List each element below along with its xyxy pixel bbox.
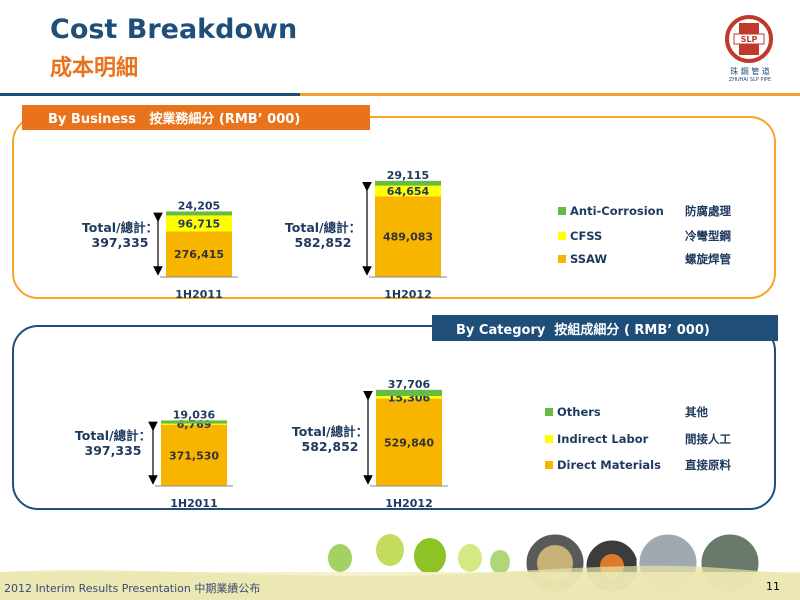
legend-swatch (545, 408, 553, 416)
bar-segment-indirect-labor (161, 423, 227, 425)
legend-label: CFSS (570, 229, 602, 243)
data-label: 19,036 (173, 408, 216, 421)
legend-label-zh: 防腐處理 (685, 204, 731, 218)
page-number: 11 (766, 580, 780, 593)
category-label: 1H2012 (384, 288, 431, 301)
legend-label-zh: 螺旋焊管 (685, 252, 731, 266)
bar-segment-direct-materials (376, 398, 442, 486)
legend-label-zh: 其他 (685, 405, 708, 419)
legend-label: Anti-Corrosion (570, 204, 664, 218)
legend-swatch (558, 255, 566, 263)
bar-segment-indirect-labor (376, 396, 442, 399)
bar-segment-ssaw (166, 231, 232, 277)
legend-swatch (558, 232, 566, 240)
category-label: 1H2011 (175, 288, 222, 301)
legend-swatch (545, 461, 553, 469)
bar-segment-others (376, 389, 442, 397)
data-label: 371,530 (169, 449, 219, 462)
data-label: 96,715 (178, 217, 220, 230)
logo-badge: SLP (741, 35, 758, 44)
bar-segment-anti-corrosion (166, 211, 232, 216)
category-label: 1H2011 (170, 497, 217, 510)
legend-label-zh: 直接原料 (685, 458, 731, 472)
page-subtitle-chinese: 成本明細 (50, 56, 139, 81)
header-rule-orange (300, 93, 800, 96)
total-label: Total/總計： (292, 424, 368, 439)
total-value: 397,335 (85, 443, 142, 458)
total-value: 582,852 (302, 439, 359, 454)
page-title: Cost Breakdown (50, 14, 298, 45)
legend-label-zh: 間接人工 (685, 432, 731, 446)
category-label: 1H2012 (385, 497, 432, 510)
data-label: 276,415 (174, 248, 224, 261)
bar-segment-cfss (375, 185, 441, 197)
legend-label: Others (557, 405, 601, 419)
bar-segment-cfss (166, 215, 232, 232)
total-label: Total/總計： (75, 428, 151, 443)
bar-segment-ssaw (375, 196, 441, 277)
total-value: 397,335 (92, 235, 149, 250)
category-panel (12, 325, 776, 510)
legend-swatch (545, 435, 553, 443)
data-label: 37,706 (388, 378, 431, 391)
bar-segment-anti-corrosion (375, 180, 441, 186)
data-label: 529,840 (384, 436, 434, 449)
total-label: Total/總計： (285, 220, 361, 235)
data-label: 29,115 (387, 169, 429, 182)
legend-label: Indirect Labor (557, 432, 649, 446)
total-value: 582,852 (295, 235, 352, 250)
footer-caption: 2012 Interim Results Presentation 中期業績公布 (4, 582, 261, 595)
bar-segment-direct-materials (161, 424, 227, 486)
footer-decoration (0, 528, 800, 600)
legend-label: SSAW (570, 252, 607, 266)
total-label: Total/總計： (82, 220, 158, 235)
business-section-tag: By Business 按業務細分 (RMB’ 000) (22, 105, 370, 130)
legend-label-zh: 冷彎型鋼 (685, 229, 731, 243)
logo-text-zh: 珠 鋼 管 道 (730, 67, 770, 76)
data-label: 24,205 (178, 199, 220, 212)
data-label: 64,654 (387, 185, 430, 198)
legend-label: Direct Materials (557, 458, 661, 472)
logo-caption: 珠 鋼 管 道 ZHUHAI SLP PIPE (712, 66, 788, 83)
data-label: 489,083 (383, 231, 433, 244)
legend-swatch (558, 207, 566, 215)
company-logo: SLP (725, 15, 773, 63)
logo-text-en: ZHUHAI SLP PIPE (728, 77, 772, 83)
bar-segment-others (161, 420, 227, 424)
business-panel (12, 116, 776, 299)
category-section-tag: By Category 按組成細分 ( RMB’ 000) (432, 315, 778, 341)
